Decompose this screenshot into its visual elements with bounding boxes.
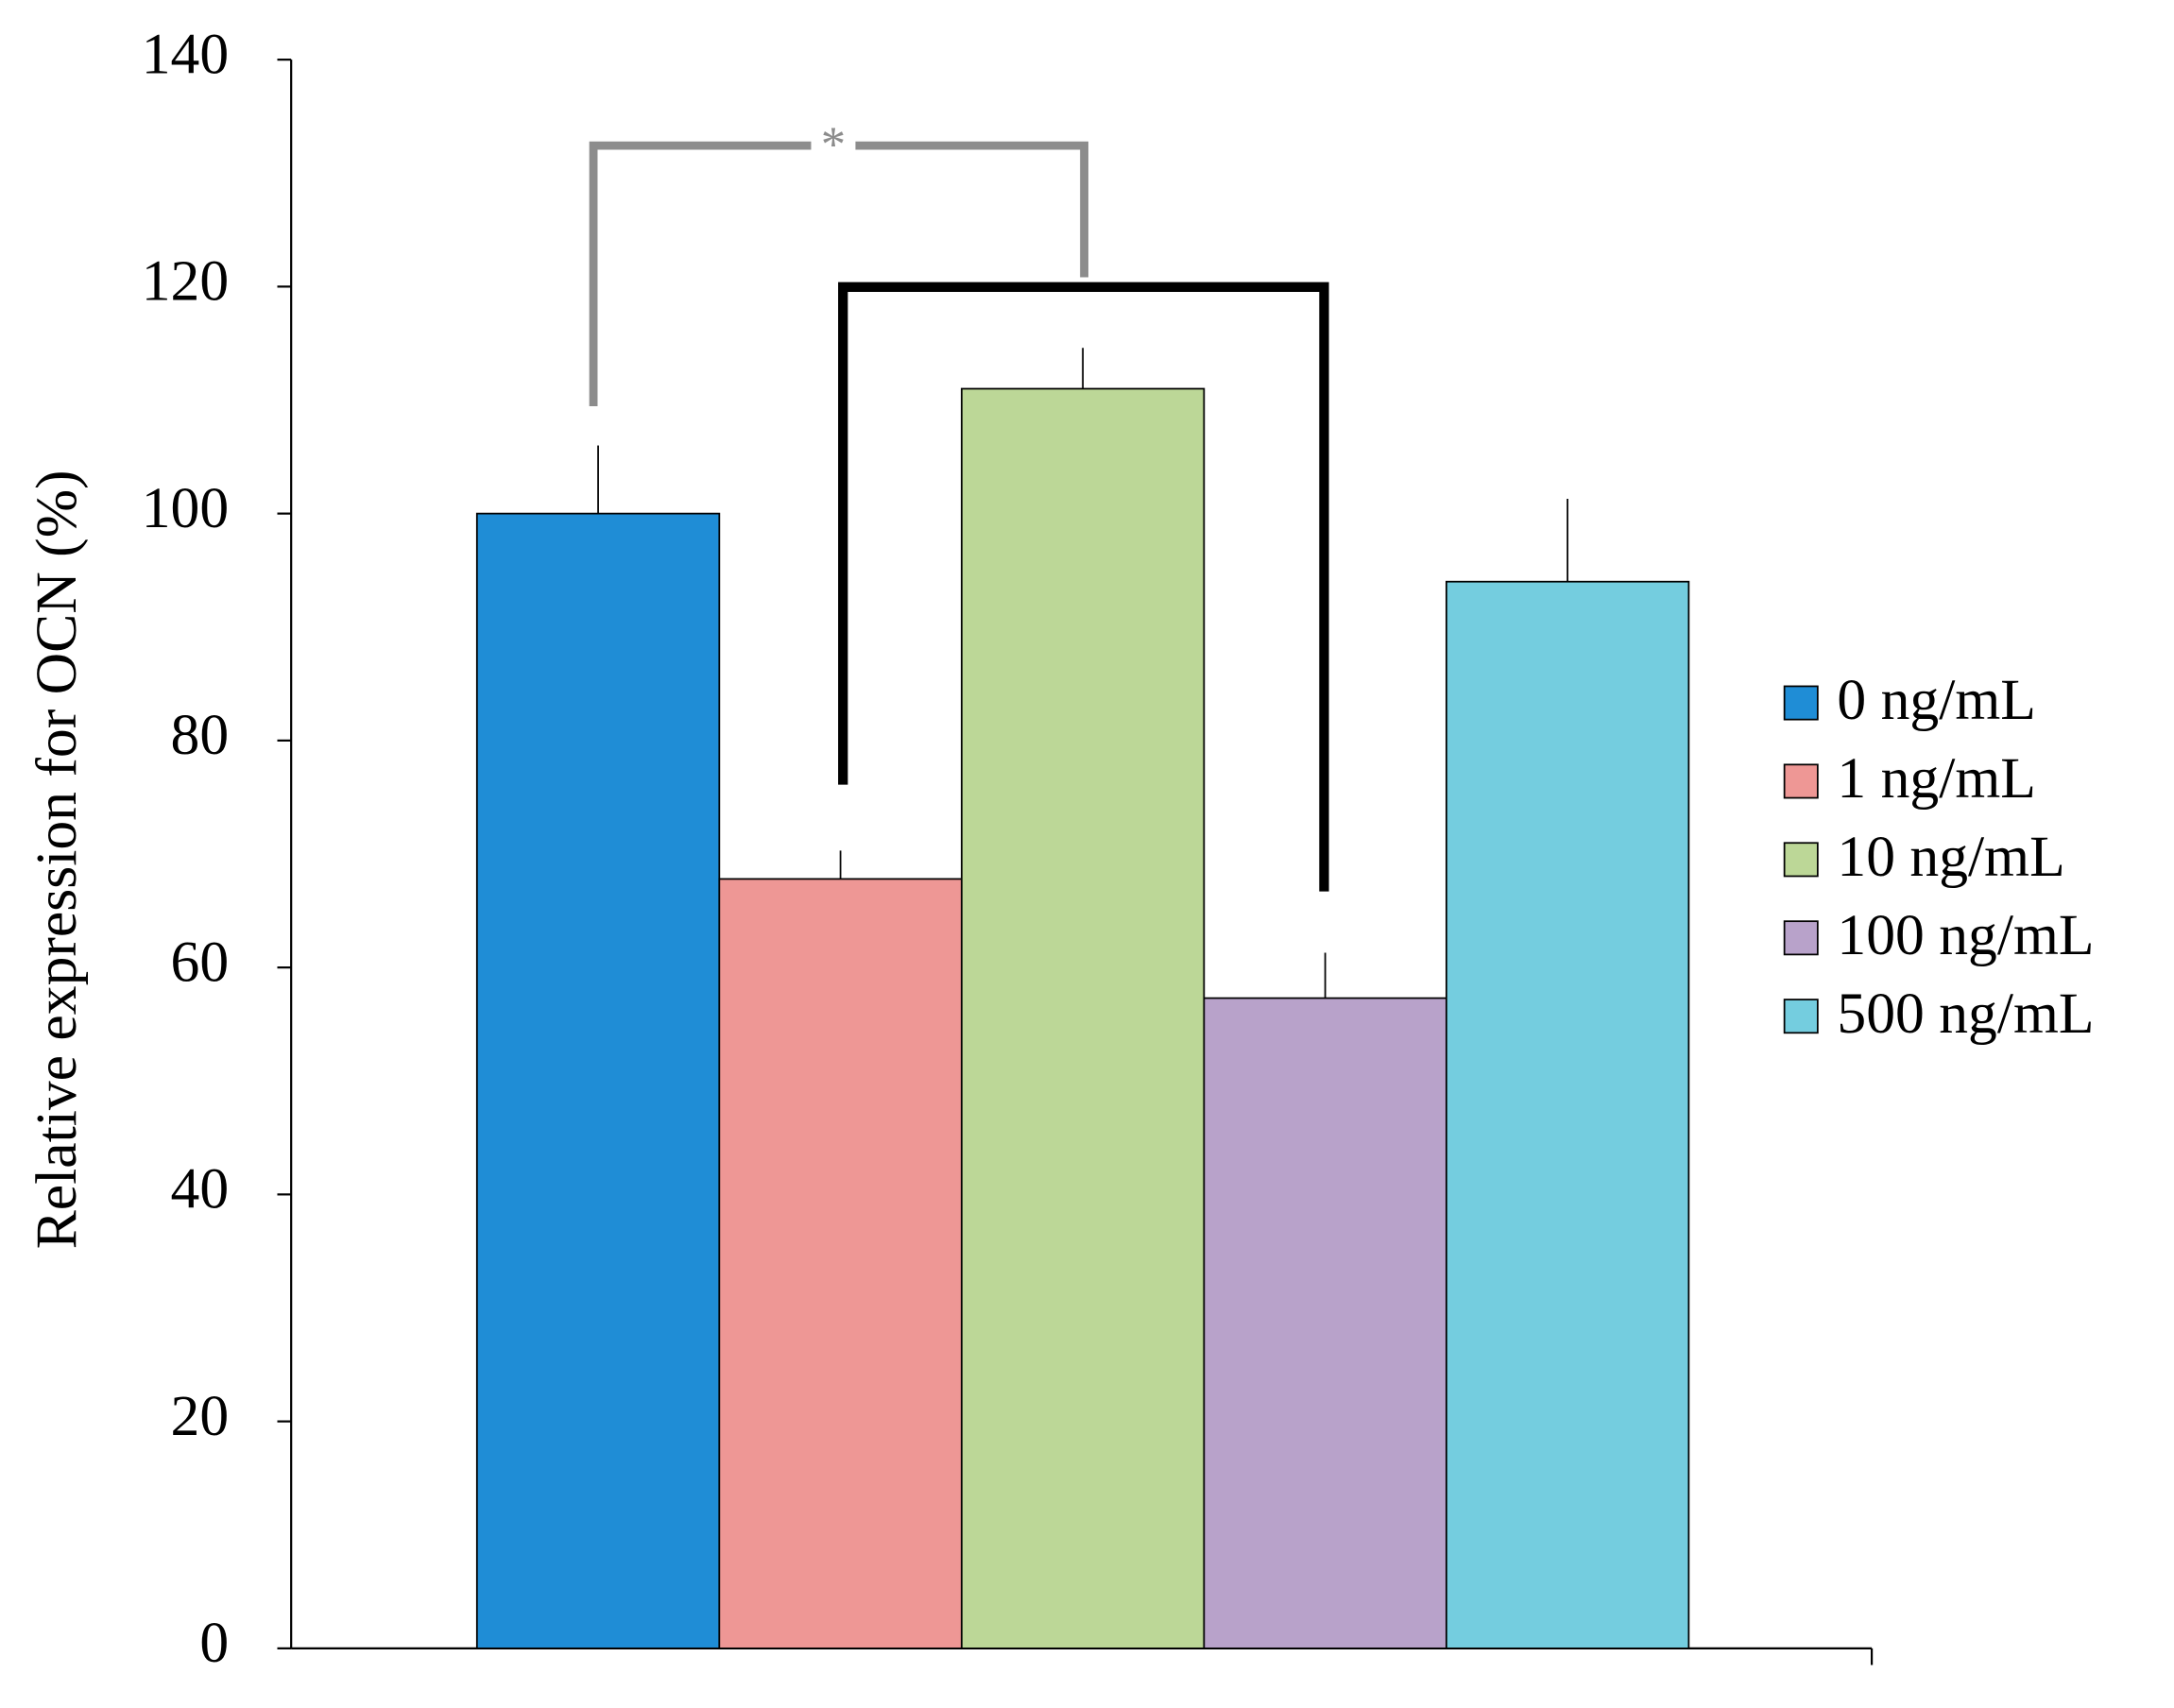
bar xyxy=(718,878,963,1649)
significance-bracket xyxy=(589,141,1088,407)
legend-swatch xyxy=(1783,763,1819,799)
y-tick-label: 0 xyxy=(199,1611,229,1675)
legend-label: 1 ng/mL xyxy=(1837,746,2036,811)
y-tick-label: 20 xyxy=(171,1384,230,1448)
significance-label: * xyxy=(821,118,846,173)
y-tick-label: 80 xyxy=(171,703,230,767)
bar xyxy=(475,512,721,1649)
legend-swatch xyxy=(1783,842,1819,878)
legend-label: 100 ng/mL xyxy=(1837,903,2094,967)
legend-label: 500 ng/mL xyxy=(1837,982,2094,1046)
y-tick-label: 40 xyxy=(171,1157,230,1221)
legend-label: 0 ng/mL xyxy=(1837,668,2036,732)
bar xyxy=(960,387,1206,1649)
y-axis-label: Relative expression for OCN (%) xyxy=(25,470,89,1249)
bar xyxy=(1203,997,1447,1649)
y-tick-label: 120 xyxy=(142,249,229,314)
y-tick-label: 100 xyxy=(142,476,229,540)
legend-label: 10 ng/mL xyxy=(1837,825,2064,889)
y-tick-label: 140 xyxy=(142,22,229,86)
comparison-bracket xyxy=(838,282,1329,892)
legend-swatch xyxy=(1783,920,1819,956)
bar xyxy=(1445,580,1690,1649)
legend-swatch xyxy=(1783,685,1819,721)
y-tick-label: 60 xyxy=(171,930,230,994)
legend-swatch xyxy=(1783,999,1819,1034)
